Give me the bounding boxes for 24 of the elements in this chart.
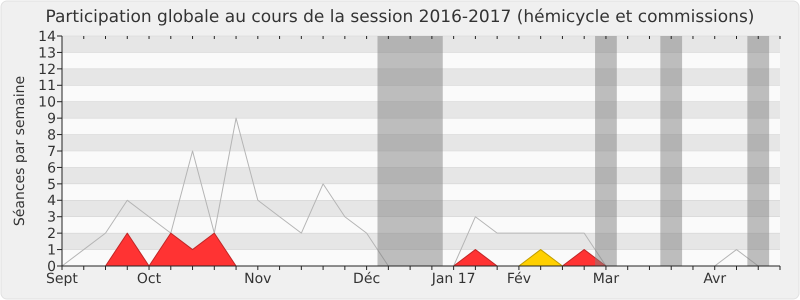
- y-tick-label: 13: [38, 45, 56, 62]
- y-tick-label: 7: [47, 144, 56, 160]
- y-tick-label: 12: [38, 62, 56, 78]
- x-tick-label: Mar: [592, 271, 620, 287]
- y-axis-title: Séances par semaine: [12, 76, 28, 226]
- x-tick-label: Avr: [703, 271, 726, 287]
- y-tick-label: 10: [38, 94, 56, 111]
- y-tick-label: 5: [47, 176, 56, 193]
- x-tick-label: Nov: [244, 271, 272, 287]
- x-tick-label: Jan 17: [430, 271, 476, 287]
- y-tick-label: 3: [47, 210, 56, 226]
- chart-title: Participation globale au cours de la session 2016-2017 (hémicycle et commissions): [46, 7, 754, 27]
- x-tick-label: Oct: [136, 271, 162, 287]
- y-tick-label: 8: [47, 127, 56, 144]
- x-tick-label: Sept: [46, 271, 78, 287]
- x-tick-label: Déc: [353, 271, 380, 287]
- x-tick-label: Fév: [506, 271, 532, 287]
- y-tick-label: 9: [47, 111, 56, 128]
- y-tick-label: 1: [47, 242, 56, 258]
- y-tick-label: 11: [38, 78, 56, 94]
- y-tick-label: 6: [47, 160, 56, 176]
- y-tick-label: 2: [47, 226, 56, 242]
- y-tick-label: 14: [38, 28, 56, 45]
- y-tick-label: 4: [47, 193, 56, 210]
